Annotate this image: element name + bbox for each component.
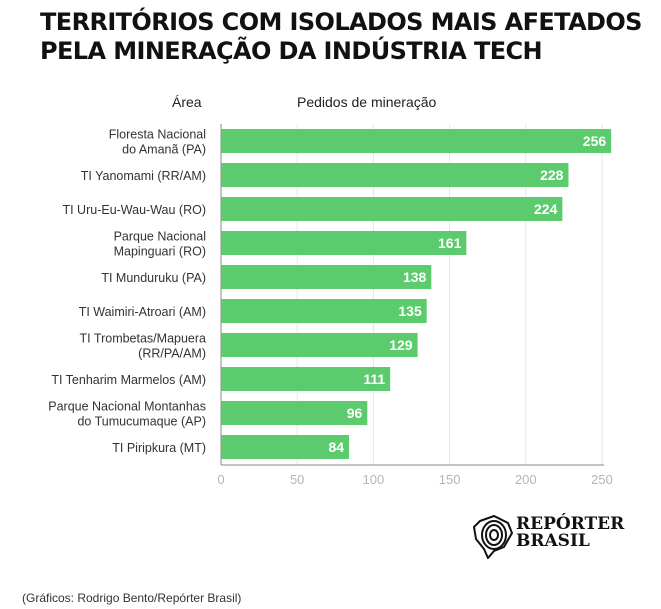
- bar: [221, 197, 563, 221]
- bar: [221, 231, 467, 255]
- bar: [221, 163, 569, 187]
- category-label: Parque Nacional: [114, 230, 206, 244]
- data-label: 111: [363, 371, 385, 387]
- bar: [221, 435, 350, 459]
- bar: [221, 333, 418, 357]
- data-label: 129: [389, 337, 413, 353]
- category-label: TI Uru-Eu-Wau-Wau (RO): [62, 203, 206, 217]
- x-tick-label: 250: [591, 472, 613, 487]
- reporter-brasil-logo: REPÓRTER BRASIL: [472, 513, 624, 561]
- category-label: do Amanã (PA): [122, 143, 206, 157]
- category-header: Área: [172, 94, 202, 110]
- logo-line-2: BRASIL: [516, 531, 590, 551]
- category-label: Floresta Nacional: [109, 128, 206, 142]
- category-label: TI Yanomami (RR/AM): [81, 169, 206, 183]
- x-tick-label: 100: [363, 472, 385, 487]
- x-tick-label: 0: [217, 472, 224, 487]
- chart-panel: [0, 0, 632, 588]
- bar: [221, 367, 391, 391]
- title-line-1: TERRITÓRIOS COM ISOLADOS MAIS AFETADOS: [40, 8, 642, 36]
- category-label: TI Trombetas/Mapuera: [80, 332, 206, 346]
- category-label: TI Tenharim Marmelos (AM): [51, 373, 206, 387]
- x-tick-label: 200: [515, 472, 537, 487]
- category-label: TI Munduruku (PA): [101, 271, 206, 285]
- category-label: Parque Nacional Montanhas: [48, 400, 206, 414]
- bar: [221, 401, 368, 425]
- category-label: TI Waimiri-Atroari (AM): [79, 305, 206, 319]
- x-tick-label: 150: [439, 472, 461, 487]
- category-label: do Tumucumaque (AP): [77, 415, 206, 429]
- logo-text: REPÓRTER BRASIL: [516, 516, 624, 550]
- chart-title: TERRITÓRIOS COM ISOLADOS MAIS AFETADOS P…: [40, 8, 642, 66]
- data-label: 138: [403, 269, 427, 285]
- fingerprint-map-icon: [472, 514, 514, 559]
- category-label: (RR/PA/AM): [138, 347, 206, 361]
- credit: (Gráficos: Rodrigo Bento/Repórter Brasil…: [22, 591, 242, 605]
- data-label: 256: [583, 133, 607, 149]
- value-header: Pedidos de mineração: [297, 94, 437, 110]
- bar: [221, 299, 427, 323]
- data-label: 96: [347, 405, 363, 421]
- category-label: TI Piripkura (MT): [112, 441, 206, 455]
- x-tick-label: 50: [290, 472, 304, 487]
- data-label: 161: [438, 235, 462, 251]
- logo-line-1: REPÓRTER: [516, 514, 625, 534]
- title-line-2: PELA MINERAÇÃO DA INDÚSTRIA TECH: [40, 37, 543, 65]
- data-label: 228: [540, 167, 564, 183]
- bar: [221, 129, 612, 153]
- data-label: 135: [398, 303, 422, 319]
- data-label: 84: [328, 439, 344, 455]
- category-label: Mapinguari (RO): [114, 245, 206, 259]
- bar: [221, 265, 432, 289]
- data-label: 224: [534, 201, 558, 217]
